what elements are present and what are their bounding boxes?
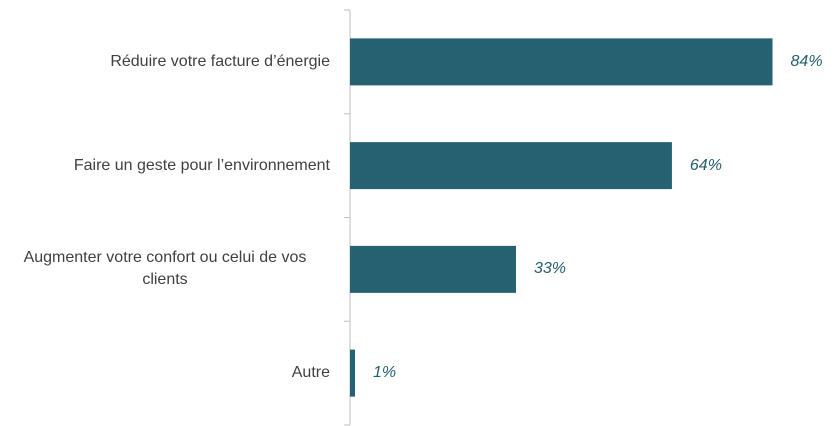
value-label: 64%	[689, 156, 722, 174]
bar	[350, 245, 516, 293]
category-label: Augmenter votre confort ou celui de vos …	[0, 218, 330, 322]
category-label: Réduire votre facture d’énergie	[0, 10, 330, 114]
category-text: Augmenter votre confort ou celui de vos …	[23, 249, 307, 289]
value-label: 84%	[790, 52, 823, 70]
value-label: 33%	[533, 260, 567, 278]
bar	[350, 349, 356, 397]
bar	[350, 38, 773, 86]
category-text: Réduire votre facture d’énergie	[110, 52, 330, 70]
value-label: 1%	[373, 364, 397, 382]
category-text: Faire un geste pour l’environnement	[73, 156, 330, 174]
bar	[350, 142, 672, 190]
category-label: Autre	[0, 321, 330, 425]
category-text: Autre	[291, 364, 330, 382]
category-label: Faire un geste pour l’environnement	[0, 114, 330, 218]
